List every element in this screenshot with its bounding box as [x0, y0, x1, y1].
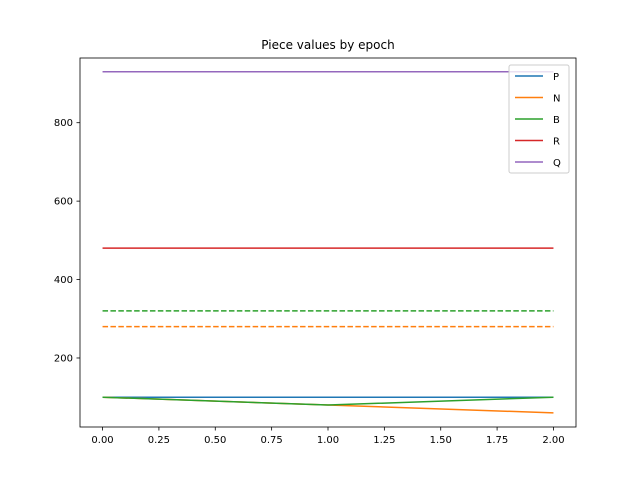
x-tick-label: 1.00: [317, 435, 339, 446]
x-tick-label: 0.50: [204, 435, 226, 446]
x-tick-label: 2.00: [542, 435, 564, 446]
x-axis-ticks: 0.00 0.25 0.50 0.75 1.00 1.25 1.50 1.75 2.00: [91, 427, 565, 446]
y-tick-label: 600: [54, 197, 73, 208]
legend-label-N: N: [553, 94, 560, 105]
x-tick-label: 1.25: [373, 435, 395, 446]
x-tick-label: 1.75: [486, 435, 508, 446]
y-tick-label: 200: [54, 353, 73, 364]
legend-label-R: R: [553, 137, 560, 148]
series-lines: [102, 70, 554, 414]
x-tick-label: 0.00: [91, 435, 113, 446]
y-axis-ticks: 200 400 600 800: [54, 118, 80, 364]
x-tick-label: 0.25: [148, 435, 170, 446]
legend-label-Q: Q: [553, 158, 561, 169]
x-tick-label: 0.75: [261, 435, 283, 446]
series-line-B: [102, 396, 554, 406]
legend-label-P: P: [553, 72, 559, 83]
x-tick-label: 1.50: [430, 435, 452, 446]
y-tick-label: 800: [54, 118, 73, 129]
legend-label-B: B: [553, 115, 560, 126]
chart-title: Piece values by epoch: [261, 38, 394, 52]
plot-area: [80, 58, 576, 427]
y-tick-label: 400: [54, 275, 73, 286]
